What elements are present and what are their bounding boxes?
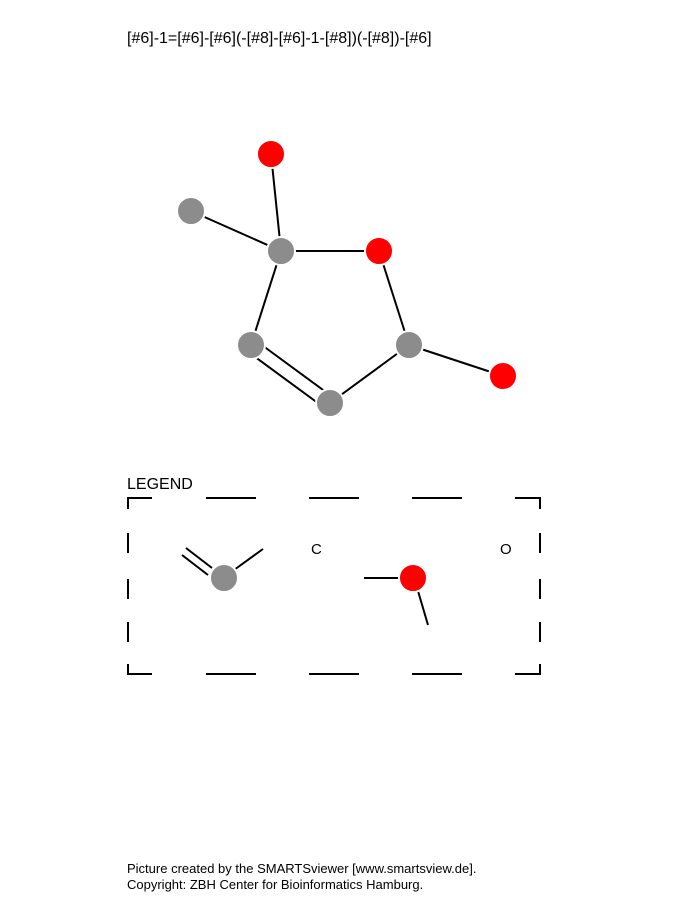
legend-oxygen-sample bbox=[364, 563, 429, 626]
legend-carbon-sample bbox=[181, 547, 264, 593]
footer-credits: Picture created by the SMARTSviewer [www… bbox=[127, 861, 476, 893]
carbon-atom bbox=[394, 330, 424, 360]
carbon-atom bbox=[209, 563, 239, 593]
oxygen-atom bbox=[398, 563, 428, 593]
bond-c5-c4 bbox=[329, 344, 410, 404]
double-bond-c2-c3-a bbox=[254, 339, 335, 399]
footer-line-2: Copyright: ZBH Center for Bioinformatics… bbox=[127, 877, 424, 892]
legend-oxygen-label: O bbox=[500, 541, 512, 558]
double-bond-c2-c3-b bbox=[246, 350, 327, 410]
carbon-atom bbox=[236, 330, 266, 360]
legend-carbon-label: C bbox=[311, 541, 322, 558]
legend-frame bbox=[127, 497, 541, 675]
carbon-atom bbox=[176, 196, 206, 226]
bonds bbox=[190, 153, 504, 410]
carbon-atom bbox=[315, 388, 345, 418]
smarts-pattern-title: [#6]-1=[#6]-[#6](-[#8]-[#6]-1-[#8])(-[#8… bbox=[127, 30, 432, 47]
bond-c1-c2 bbox=[250, 250, 282, 346]
bond-o-ring-c5 bbox=[378, 250, 410, 346]
bond-c5-o-hydroxyl bbox=[408, 344, 504, 377]
atoms bbox=[176, 139, 518, 418]
carbon-atom bbox=[266, 236, 296, 266]
footer-line-1: Picture created by the SMARTSviewer [www… bbox=[127, 861, 477, 876]
bond-c1-methyl bbox=[190, 210, 282, 252]
oxygen-atom bbox=[364, 236, 394, 266]
oxygen-atom bbox=[256, 139, 286, 169]
oxygen-atom bbox=[488, 361, 518, 391]
bond-c1-o-hydroxyl bbox=[270, 153, 282, 252]
legend-title: LEGEND bbox=[127, 476, 193, 493]
